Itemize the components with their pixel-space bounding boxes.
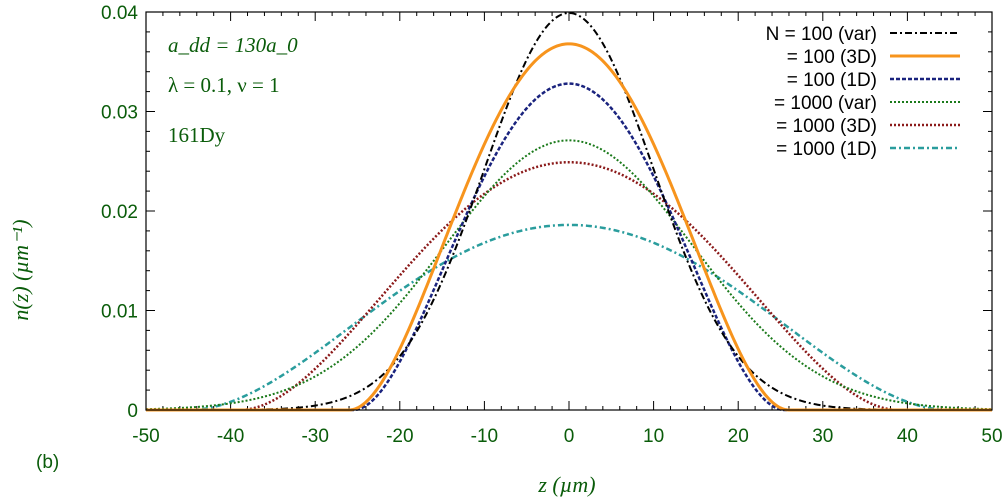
series-line-0 (146, 11, 992, 411)
x-axis-label: z (µm) (537, 472, 595, 497)
legend-label-3: = 1000 (var) (774, 93, 877, 114)
annotation-isotope: 161Dy (168, 123, 226, 147)
legend-label-1: = 100 (3D) (787, 47, 877, 68)
x-tick-label: 40 (897, 426, 918, 447)
panel-label: (b) (36, 452, 59, 473)
x-tick-label: -40 (217, 426, 244, 447)
series-line-3 (145, 139, 993, 411)
series-line-5 (146, 223, 992, 412)
legend: N = 100 (var)= 100 (3D)= 100 (1D)= 1000 … (766, 24, 960, 160)
annotation-add: a_dd = 130a_0 (168, 33, 298, 57)
legend-label-5: = 1000 (1D) (776, 139, 877, 160)
y-axis-label: n(z) (µm⁻¹) (8, 219, 33, 320)
legend-label-2: = 100 (1D) (787, 70, 877, 91)
legend-label-0: N = 100 (var) (766, 24, 877, 45)
x-tick-label: 50 (981, 426, 1002, 447)
legend-label-4: = 1000 (3D) (776, 116, 877, 137)
x-tick-label: 30 (812, 426, 833, 447)
y-tick-label: 0.04 (101, 3, 138, 24)
y-tick-label: 0.03 (101, 103, 138, 124)
tick-labels: -50 -40 -30 -20 -10 0 10 20 30 40 50 0 0.01 0.02 0.03 0… (101, 3, 1003, 447)
x-tick-label: 10 (643, 426, 664, 447)
x-tick-label: -30 (301, 426, 328, 447)
series-line-4 (146, 160, 992, 412)
x-tick-label: 20 (728, 426, 749, 447)
x-tick-label: -10 (471, 426, 498, 447)
y-tick-label: 0.01 (101, 302, 138, 323)
x-tick-label: -20 (386, 426, 413, 447)
x-tick-label: -50 (132, 426, 159, 447)
y-tick-label: 0 (127, 401, 138, 422)
annotation-lambda-nu: λ = 0.1, ν = 1 (168, 73, 280, 97)
y-tick-label: 0.02 (101, 202, 138, 223)
plot-frame (145, 11, 993, 411)
x-tick-label: 0 (564, 426, 575, 447)
